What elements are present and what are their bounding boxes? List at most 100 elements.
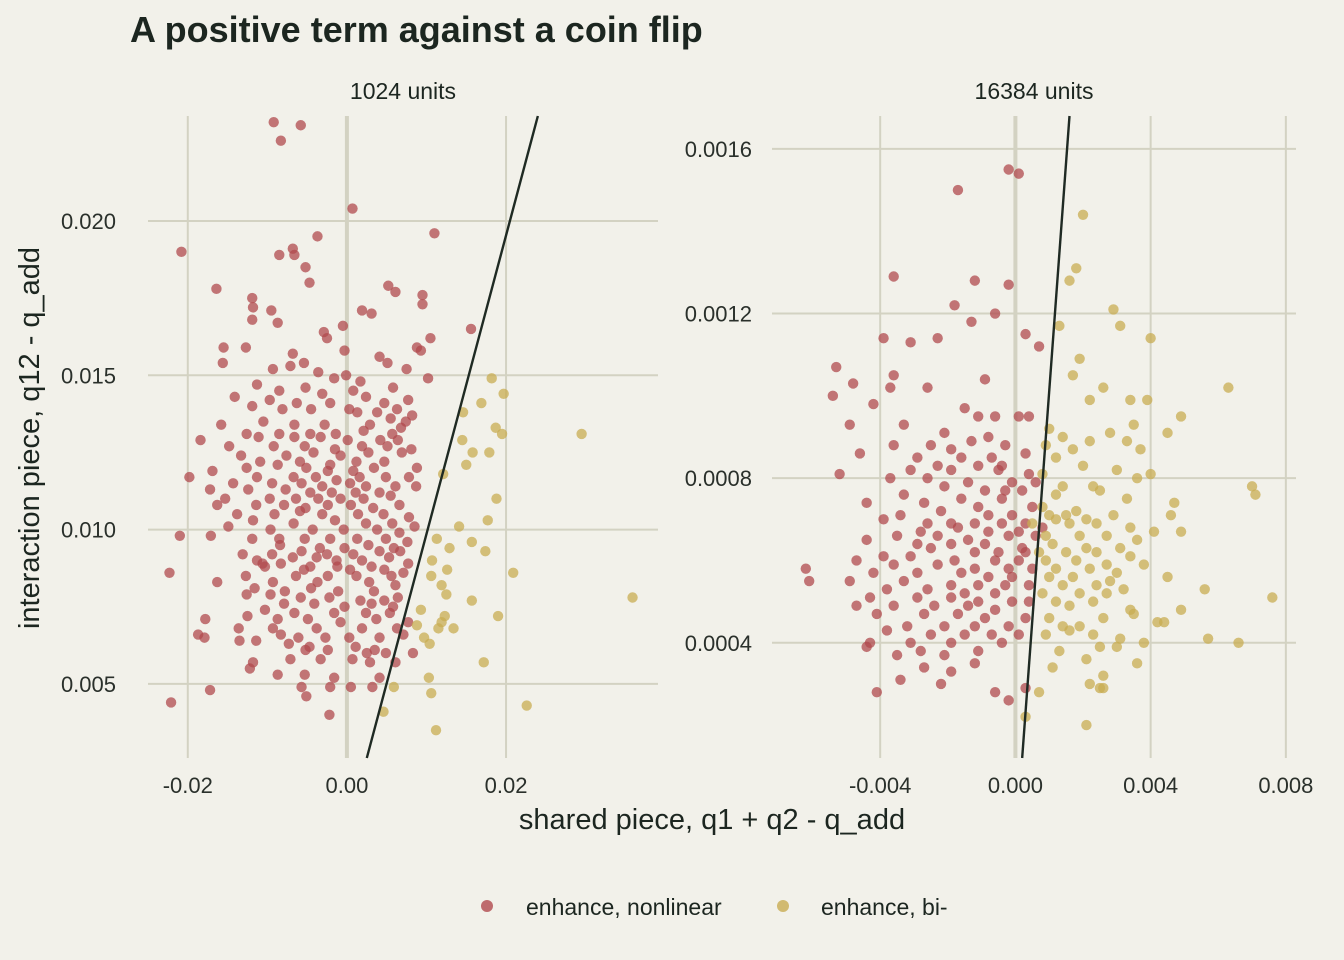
data-point (324, 397, 336, 409)
data-point (409, 521, 420, 532)
data-point (576, 428, 587, 440)
data-point (366, 308, 377, 319)
panel-strip-label: 1024 units (350, 78, 456, 104)
data-point (915, 645, 926, 657)
data-point (379, 456, 390, 467)
data-point (918, 497, 930, 509)
data-point (973, 596, 984, 607)
data-point (922, 584, 933, 595)
data-point (268, 441, 279, 452)
data-point (299, 669, 310, 680)
data-point (398, 567, 409, 579)
data-point (1101, 530, 1112, 541)
data-point (335, 450, 346, 461)
data-point (195, 434, 206, 446)
data-point (290, 570, 302, 582)
data-point (1246, 481, 1258, 492)
data-point (287, 552, 299, 563)
data-point (939, 481, 950, 492)
data-point (979, 612, 991, 624)
data-point (237, 549, 248, 560)
data-point (1098, 382, 1109, 393)
data-point (330, 428, 341, 440)
data-point (1115, 320, 1126, 332)
data-point (211, 283, 222, 295)
data-point (294, 505, 306, 517)
data-point (1057, 431, 1068, 443)
data-point (466, 536, 478, 548)
data-point (229, 391, 240, 403)
data-point (360, 607, 372, 619)
data-point (1142, 394, 1153, 406)
data-point (996, 518, 1008, 529)
data-point (380, 471, 392, 483)
data-point (307, 524, 318, 535)
panel-grid (772, 116, 1296, 758)
data-point (380, 647, 392, 659)
data-point (922, 382, 933, 393)
data-point (369, 644, 380, 656)
data-point (426, 570, 437, 582)
data-point (979, 538, 991, 550)
data-point (1003, 279, 1014, 290)
data-point (361, 647, 372, 659)
data-point (269, 508, 280, 520)
data-point (296, 478, 307, 489)
data-point (299, 441, 310, 452)
data-point (392, 434, 404, 446)
data-point (1084, 435, 1095, 447)
data-point (281, 450, 292, 461)
data-point (390, 579, 401, 591)
data-point (888, 440, 899, 451)
data-point (289, 431, 300, 443)
data-point (350, 487, 361, 498)
data-point (969, 547, 981, 558)
data-point (1027, 501, 1038, 513)
data-point (492, 610, 504, 622)
data-point (344, 632, 355, 643)
data-point (374, 546, 385, 557)
data-point (1044, 571, 1055, 583)
data-point (391, 404, 403, 415)
data-point (395, 546, 406, 557)
data-point (885, 472, 896, 484)
data-point (962, 534, 974, 546)
data-point (1071, 555, 1082, 566)
data-point (402, 616, 414, 628)
data-point (1003, 530, 1014, 541)
data-point (355, 595, 366, 606)
data-point (331, 475, 342, 486)
data-point (272, 613, 283, 625)
data-point (383, 552, 395, 563)
data-point (205, 530, 217, 541)
data-point (1033, 547, 1045, 558)
data-point (1175, 604, 1187, 616)
data-point (274, 385, 285, 396)
data-point (966, 435, 977, 447)
data-point (973, 460, 984, 472)
data-point (240, 342, 252, 353)
data-point (956, 567, 967, 579)
data-point (1003, 164, 1014, 175)
data-point (1098, 670, 1109, 681)
data-point (996, 637, 1008, 648)
data-point (1202, 633, 1214, 644)
data-point (344, 404, 355, 415)
data-point (415, 604, 427, 616)
data-point (1111, 567, 1123, 579)
data-point (371, 613, 382, 625)
data-point (415, 345, 427, 356)
data-point (1081, 542, 1092, 554)
data-point (1081, 514, 1092, 525)
data-point (949, 555, 960, 566)
data-point (1030, 477, 1041, 488)
data-point (929, 600, 940, 611)
data-point (227, 478, 239, 489)
data-point (1013, 555, 1024, 566)
data-point (1098, 612, 1109, 624)
data-point (305, 428, 316, 440)
data-point (329, 515, 341, 526)
data-point (834, 468, 845, 480)
data-point (945, 464, 957, 476)
legend: enhance, nonlinear enhance, bi- (481, 894, 948, 920)
